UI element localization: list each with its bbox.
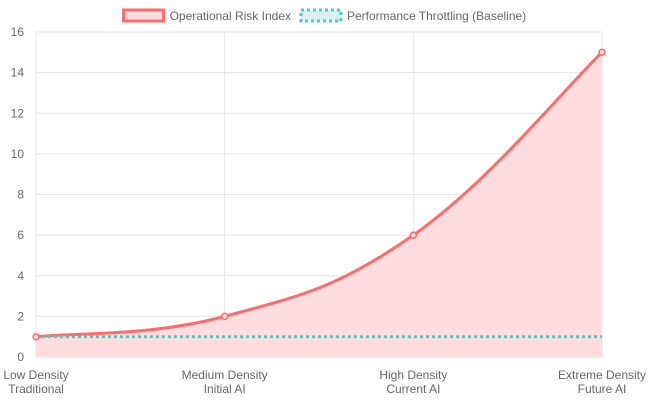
data-point[interactable] — [220, 312, 229, 321]
x-tick-label-line: High Density — [379, 368, 447, 382]
data-point[interactable] — [409, 231, 418, 239]
y-axis: 0 2 4 6 8 10 12 14 16 — [11, 25, 25, 364]
data-point[interactable] — [32, 332, 40, 341]
y-tick-label: 6 — [17, 228, 24, 242]
y-tick-label: 12 — [11, 106, 25, 120]
series-area-risk — [36, 52, 602, 357]
y-tick-label: 10 — [11, 147, 25, 161]
x-tick-label-line: Low Density — [3, 368, 68, 382]
x-tick-label-line: Extreme Density — [558, 368, 646, 382]
x-tick-label-line: Future AI — [578, 382, 627, 396]
line-layer — [35, 51, 604, 339]
legend-swatch — [299, 8, 343, 23]
x-tick-label-line: Initial AI — [204, 382, 246, 396]
area-layer — [36, 52, 602, 357]
data-point[interactable] — [598, 48, 606, 57]
x-tick-label-line: Traditional — [8, 382, 64, 396]
legend: Operational Risk Index Performance Thrott… — [122, 8, 526, 23]
legend-label: Performance Throttling (Baseline) — [347, 9, 526, 23]
y-tick-label: 2 — [17, 309, 24, 323]
x-tick-label-line: Medium Density — [182, 368, 268, 382]
y-tick-label: 8 — [17, 188, 24, 202]
series-line-risk — [35, 51, 604, 339]
y-tick-label: 16 — [11, 25, 25, 39]
y-tick-label: 14 — [11, 66, 25, 80]
legend-swatch — [122, 8, 166, 23]
legend-label: Operational Risk Index — [170, 9, 291, 23]
legend-item[interactable]: Performance Throttling (Baseline) — [299, 8, 526, 23]
legend-item[interactable]: Operational Risk Index — [122, 8, 291, 23]
point-layer — [32, 48, 606, 341]
y-tick-label: 4 — [17, 269, 24, 283]
x-tick-label-line: Current AI — [386, 382, 440, 396]
y-tick-label: 0 — [17, 350, 24, 364]
